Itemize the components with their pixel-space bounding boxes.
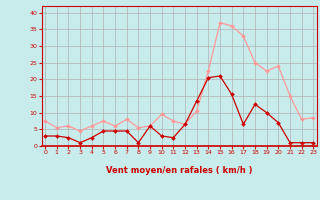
X-axis label: Vent moyen/en rafales ( km/h ): Vent moyen/en rafales ( km/h ) [106,166,252,175]
